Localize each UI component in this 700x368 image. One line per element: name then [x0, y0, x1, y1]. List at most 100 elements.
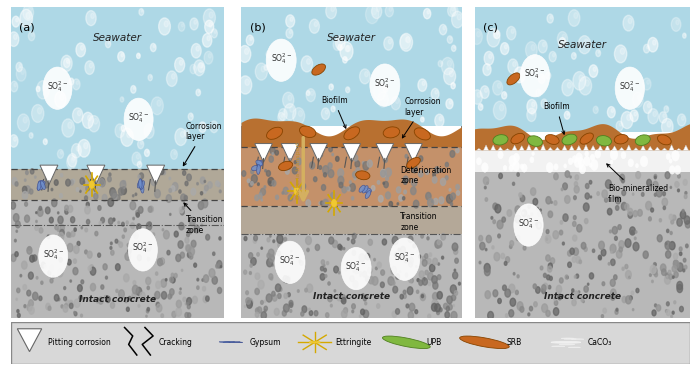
- Circle shape: [50, 265, 54, 272]
- Ellipse shape: [460, 336, 509, 348]
- Circle shape: [306, 200, 311, 206]
- Circle shape: [365, 71, 368, 77]
- Circle shape: [106, 276, 108, 279]
- Circle shape: [420, 279, 424, 284]
- Circle shape: [511, 29, 514, 33]
- FancyBboxPatch shape: [241, 147, 462, 206]
- Circle shape: [669, 241, 675, 250]
- Circle shape: [274, 308, 279, 315]
- Circle shape: [434, 301, 438, 307]
- Circle shape: [188, 252, 191, 258]
- Circle shape: [251, 181, 253, 185]
- Circle shape: [554, 300, 558, 305]
- Circle shape: [176, 300, 181, 308]
- Circle shape: [585, 184, 589, 188]
- Circle shape: [187, 302, 188, 305]
- Circle shape: [512, 161, 519, 171]
- Circle shape: [579, 164, 586, 174]
- Circle shape: [365, 276, 369, 282]
- Circle shape: [113, 218, 115, 221]
- Text: (c): (c): [483, 23, 498, 33]
- Circle shape: [568, 10, 580, 26]
- Circle shape: [347, 47, 349, 49]
- Circle shape: [239, 46, 251, 63]
- Circle shape: [610, 259, 615, 265]
- Circle shape: [453, 272, 458, 279]
- Circle shape: [293, 107, 304, 124]
- Circle shape: [38, 235, 68, 277]
- Circle shape: [294, 187, 300, 195]
- Circle shape: [209, 269, 215, 277]
- Circle shape: [554, 308, 559, 315]
- Circle shape: [393, 286, 398, 293]
- Circle shape: [412, 165, 417, 173]
- Circle shape: [397, 203, 398, 205]
- Circle shape: [456, 191, 460, 195]
- Circle shape: [166, 195, 172, 202]
- Ellipse shape: [140, 181, 144, 190]
- Circle shape: [267, 238, 270, 242]
- Circle shape: [31, 134, 32, 136]
- Circle shape: [58, 298, 60, 301]
- Circle shape: [628, 208, 633, 215]
- Circle shape: [680, 211, 686, 219]
- Circle shape: [115, 124, 125, 138]
- Circle shape: [579, 75, 584, 81]
- Circle shape: [104, 296, 106, 298]
- Circle shape: [583, 301, 584, 302]
- Circle shape: [673, 261, 679, 268]
- Circle shape: [670, 231, 672, 234]
- Circle shape: [625, 265, 628, 269]
- Circle shape: [118, 221, 120, 224]
- Circle shape: [517, 173, 519, 176]
- Circle shape: [63, 305, 68, 312]
- Circle shape: [285, 162, 290, 170]
- Circle shape: [133, 217, 134, 220]
- Circle shape: [536, 222, 541, 229]
- Circle shape: [522, 210, 526, 217]
- Circle shape: [13, 213, 19, 222]
- Circle shape: [680, 252, 682, 255]
- FancyBboxPatch shape: [10, 7, 224, 318]
- Circle shape: [676, 20, 679, 25]
- Circle shape: [454, 46, 455, 49]
- Circle shape: [23, 117, 27, 123]
- Circle shape: [561, 188, 563, 191]
- Circle shape: [574, 186, 579, 193]
- Circle shape: [124, 228, 127, 232]
- Circle shape: [608, 262, 610, 265]
- Circle shape: [108, 173, 111, 176]
- Circle shape: [419, 171, 423, 177]
- Circle shape: [563, 214, 568, 221]
- Circle shape: [590, 154, 595, 161]
- Circle shape: [643, 78, 651, 90]
- Circle shape: [340, 42, 353, 60]
- Circle shape: [32, 105, 44, 123]
- Circle shape: [448, 304, 452, 310]
- Circle shape: [207, 36, 210, 40]
- Circle shape: [151, 177, 157, 185]
- Circle shape: [552, 346, 565, 347]
- Circle shape: [503, 285, 506, 291]
- Circle shape: [454, 7, 456, 11]
- Text: CaCO₃: CaCO₃: [588, 338, 612, 347]
- Circle shape: [214, 31, 216, 33]
- Circle shape: [572, 289, 574, 292]
- Circle shape: [531, 45, 535, 50]
- Circle shape: [510, 245, 512, 248]
- Circle shape: [66, 179, 70, 186]
- Circle shape: [264, 306, 267, 311]
- Circle shape: [512, 182, 514, 185]
- Circle shape: [648, 38, 658, 52]
- Text: (b): (b): [251, 23, 266, 33]
- Circle shape: [261, 66, 265, 72]
- Circle shape: [201, 224, 203, 226]
- Ellipse shape: [251, 166, 258, 171]
- Circle shape: [284, 304, 289, 312]
- Circle shape: [438, 240, 440, 245]
- Circle shape: [139, 206, 143, 213]
- Circle shape: [301, 312, 304, 316]
- Circle shape: [629, 296, 632, 300]
- Circle shape: [147, 151, 148, 153]
- Circle shape: [647, 179, 652, 186]
